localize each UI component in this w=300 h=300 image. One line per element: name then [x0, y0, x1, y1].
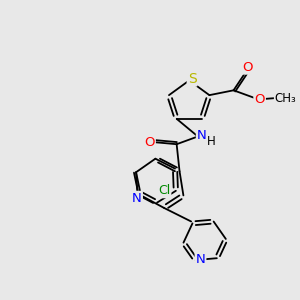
- Text: O: O: [254, 92, 265, 106]
- Text: O: O: [144, 136, 155, 149]
- Text: O: O: [242, 61, 252, 74]
- Text: H: H: [207, 135, 216, 148]
- Text: CH₃: CH₃: [275, 92, 297, 104]
- Text: N: N: [197, 129, 207, 142]
- Text: Cl: Cl: [158, 184, 170, 197]
- Text: N: N: [196, 253, 206, 266]
- Text: S: S: [188, 71, 197, 85]
- Text: N: N: [132, 192, 142, 205]
